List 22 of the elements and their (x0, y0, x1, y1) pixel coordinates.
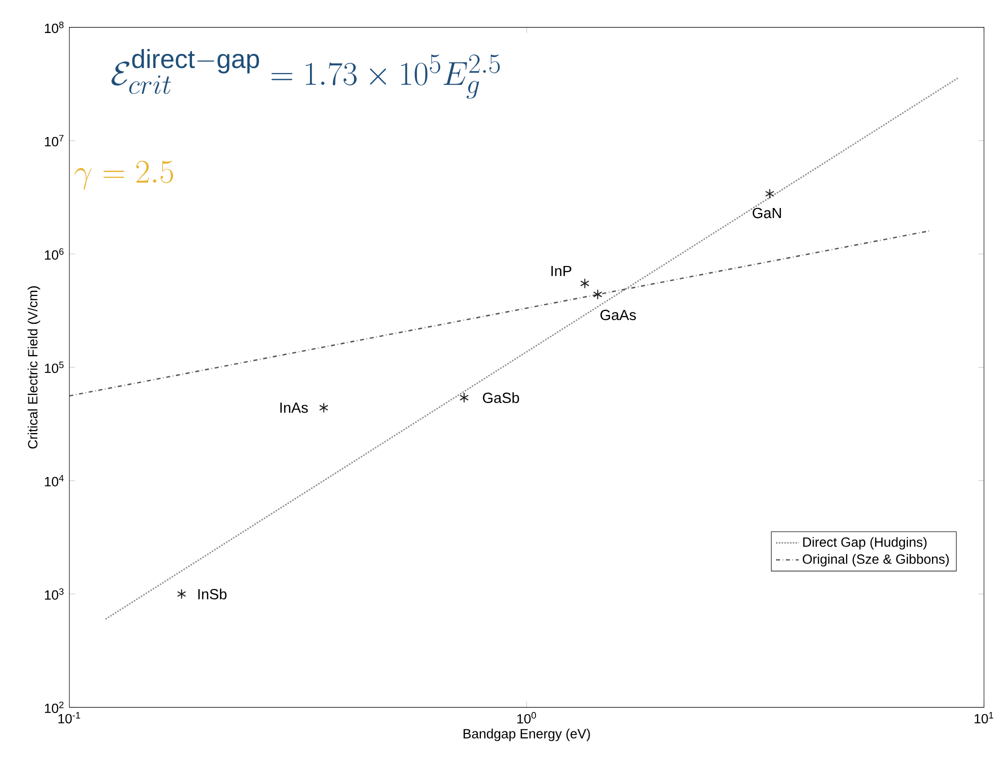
annotation: InSb (198, 588, 227, 600)
x-axis-title: Bandgap Energy (eV) (464, 728, 590, 742)
x-tick-label: 10$^{0}$ (517, 712, 536, 724)
annotation: $\mathcal{E}_{crit}^{\mathrm{direct-gap}} = 1.73 \times 10^{5} E_{g}^{2.5}$ (112, 49, 500, 99)
y-tick-label: 10$^{2}$ (44, 702, 64, 714)
y-tick-label: 10$^{8}$ (44, 22, 64, 34)
y-tick-label: 10$^{5}$ (44, 362, 64, 374)
annotation: InP (551, 266, 572, 276)
x-tick-label: 10$^{-1}$ (58, 712, 80, 724)
annotation: GaAs (600, 310, 636, 320)
annotation: InAs (280, 402, 308, 413)
legend-label: Original (Sze & Gibbons) (802, 554, 949, 566)
annotation: GaSb (482, 392, 520, 404)
y-tick-label: 10$^{4}$ (44, 474, 64, 486)
annotation: $\gamma = 2.5$ (74, 160, 174, 190)
y-axis-title: Critical Electric Field (V/cm) (28, 286, 40, 449)
x-tick-label: 10$^{1}$ (974, 712, 994, 724)
annotation: GaN (752, 208, 781, 218)
y-tick-label: 10$^{6}$ (44, 248, 64, 260)
legend-label: Direct Gap (Hudgins) (803, 537, 927, 550)
y-tick-label: 10$^{7}$ (44, 134, 64, 146)
y-tick-label: 10$^{3}$ (44, 588, 64, 600)
